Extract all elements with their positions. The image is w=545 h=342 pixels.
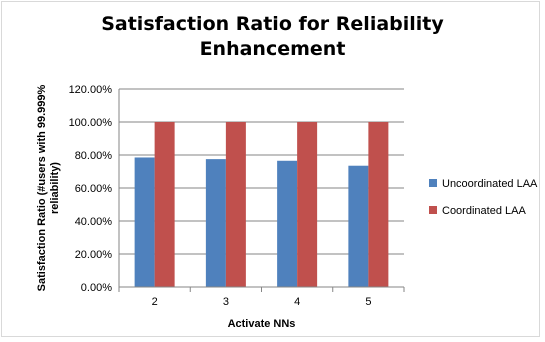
legend-label: Uncoordinated LAA xyxy=(442,178,538,190)
y-tick-label: 100.00% xyxy=(69,117,113,129)
chart-title: Satisfaction Ratio for Reliability Enhan… xyxy=(20,12,525,62)
x-tick-label: 3 xyxy=(223,296,229,308)
y-axis-title-line: Satisfaction Ratio (#users with 99.999% xyxy=(36,84,48,291)
chart-frame xyxy=(1,1,540,337)
y-tick-label: 60.00% xyxy=(75,183,113,195)
bar-coordinated-laa-4 xyxy=(297,122,318,287)
chart-title-line-2: Enhancement xyxy=(199,38,346,60)
axes: 0.00% 20.00% 40.00% 60.00% 80.00% 100.00% 120.… xyxy=(36,84,405,330)
chart-title-line-1: Satisfaction Ratio for Reliability xyxy=(101,13,444,35)
bar-uncoordinated-laa-5 xyxy=(348,165,369,287)
y-tick-label: 120.00% xyxy=(69,84,113,96)
bar-coordinated-laa-2 xyxy=(154,122,175,287)
x-tick-label: 5 xyxy=(365,296,371,308)
y-tick-label: 80.00% xyxy=(75,150,113,162)
bar-uncoordinated-laa-4 xyxy=(277,160,298,287)
y-axis-title-line: reliability) xyxy=(49,162,61,214)
y-tick-label: 0.00% xyxy=(81,282,112,294)
bar-uncoordinated-laa-2 xyxy=(134,157,155,287)
bar-coordinated-laa-5 xyxy=(368,122,389,287)
y-tick-label: 20.00% xyxy=(75,249,113,261)
x-tick-label: 2 xyxy=(152,296,158,308)
bar-coordinated-laa-3 xyxy=(225,122,246,287)
bars xyxy=(134,122,389,287)
legend-swatch xyxy=(429,179,437,187)
x-tick-label: 4 xyxy=(294,296,300,308)
x-axis-title: Activate NNs xyxy=(228,318,296,330)
legend: Uncoordinated LAA Coordinated LAA xyxy=(429,178,538,217)
legend-label: Coordinated LAA xyxy=(442,205,526,217)
y-axis-title: Satisfaction Ratio (#users with 99.999%r… xyxy=(36,84,61,291)
y-tick-label: 40.00% xyxy=(75,216,113,228)
legend-swatch xyxy=(429,206,437,214)
bar-uncoordinated-laa-3 xyxy=(205,159,226,287)
